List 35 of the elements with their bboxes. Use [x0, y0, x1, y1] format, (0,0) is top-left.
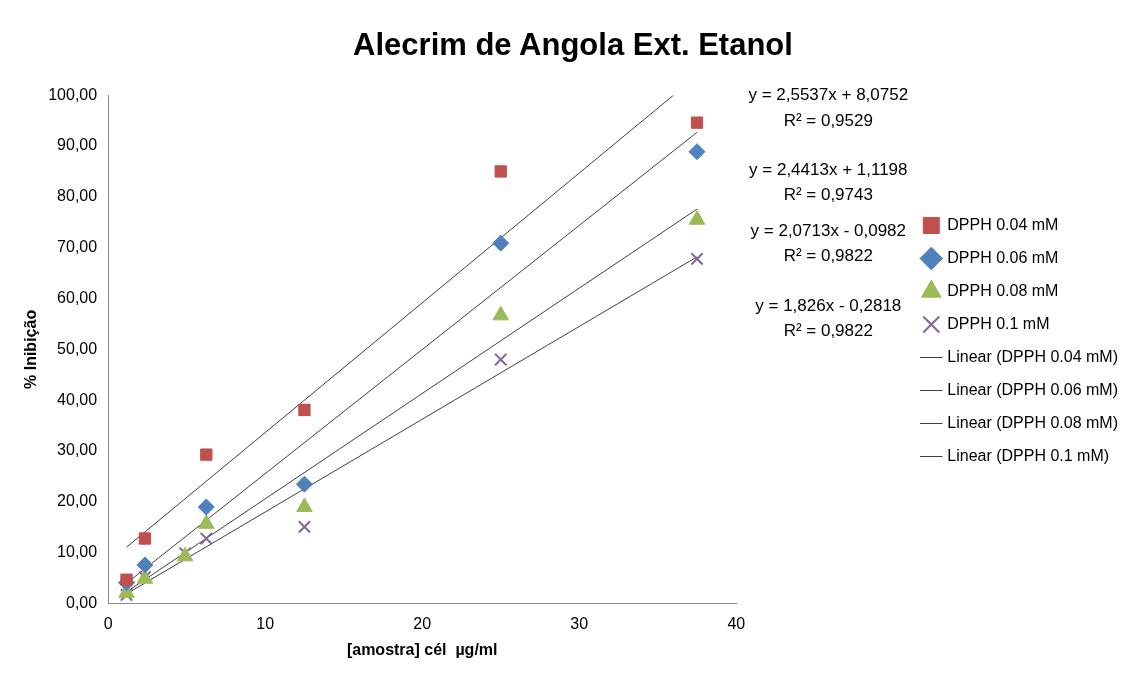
legend-label: Linear (DPPH 0.06 mM): [947, 380, 1118, 398]
y-tick-label: 80,00: [57, 187, 98, 205]
y-tick-label: 70,00: [57, 238, 98, 256]
y-axis-title: % Inibição: [22, 309, 40, 389]
x-axis-title: [amostra] cél µg/ml: [346, 640, 498, 658]
legend-label: DPPH 0.08 mM: [947, 281, 1059, 299]
text: R² = 0,9743: [783, 184, 873, 204]
text: y = 2,5537x + 8,0752: [748, 84, 909, 104]
text: y = 2,0713x - 0,0982: [750, 220, 907, 240]
legend-label: DPPH 0.1 mM: [947, 314, 1050, 332]
y-tick-label: 10,00: [57, 543, 98, 561]
y-tick-label: 30,00: [57, 441, 98, 459]
y-tick-label: 60,00: [57, 288, 98, 306]
text: R² = 0,9822: [783, 245, 873, 265]
chart-title: Alecrim de Angola Ext. Etanol: [353, 27, 793, 63]
legend-label: DPPH 0.06 mM: [947, 248, 1059, 266]
y-tick-label: 50,00: [57, 339, 98, 357]
y-tick-label: 0,00: [66, 594, 98, 612]
x-tick-label: 20: [413, 614, 432, 632]
legend-label: Linear (DPPH 0.1 mM): [947, 446, 1110, 464]
legend-label: DPPH 0.04 mM: [947, 215, 1059, 233]
legend-label: Linear (DPPH 0.08 mM): [947, 413, 1118, 431]
text: y = 1,826x - 0,2818: [755, 295, 902, 315]
x-tick-label: 30: [570, 614, 589, 632]
x-tick-label: 40: [727, 614, 746, 632]
x-tick-label: 0: [103, 614, 113, 632]
text: R² = 0,9822: [783, 320, 873, 340]
legend-label: Linear (DPPH 0.04 mM): [947, 347, 1118, 365]
y-tick-label: 90,00: [57, 136, 98, 154]
text: y = 2,4413x + 1,1198: [749, 159, 908, 179]
y-tick-label: 40,00: [57, 390, 98, 408]
x-tick-label: 10: [256, 614, 275, 632]
text: R² = 0,9529: [783, 110, 873, 130]
y-tick-label: 20,00: [57, 492, 98, 510]
y-tick-label: 100,00: [48, 85, 98, 103]
